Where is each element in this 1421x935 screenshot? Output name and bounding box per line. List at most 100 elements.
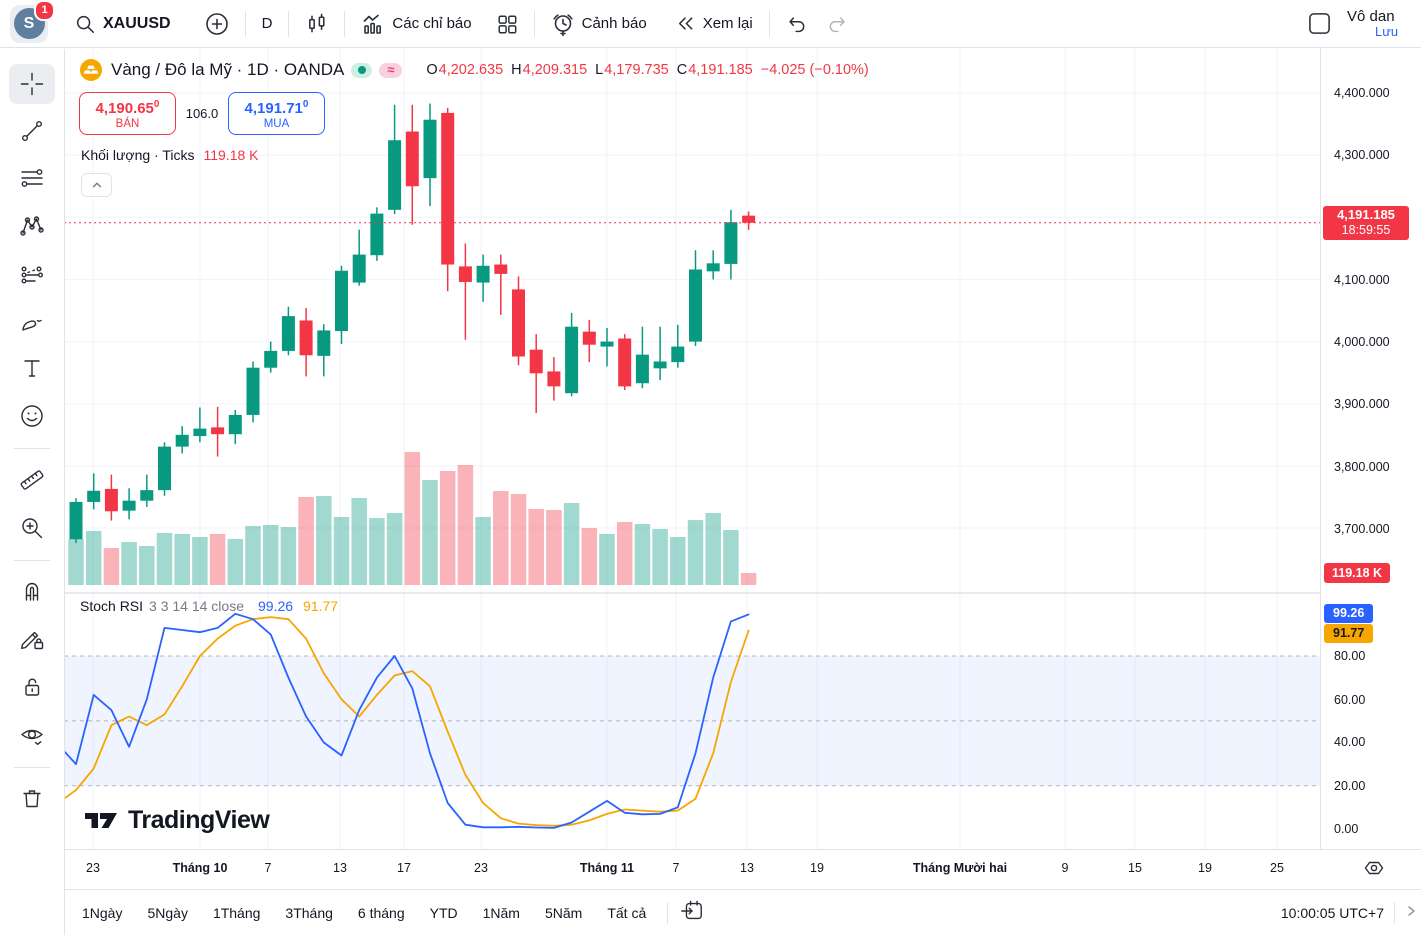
time-axis-label: 19 bbox=[1198, 861, 1212, 875]
screenshot-button[interactable] bbox=[1301, 7, 1338, 40]
alert-button[interactable]: Cảnh báo bbox=[545, 8, 653, 40]
symbol-search-button[interactable]: XAUUSD bbox=[68, 9, 177, 39]
time-axis-label: 17 bbox=[397, 861, 411, 875]
account-text: Vô dan Lưu bbox=[1347, 9, 1411, 39]
price-axis[interactable]: 4,191.185 18:59:55 119.18 K 99.26 91.77 … bbox=[1320, 48, 1421, 849]
time-axis-label: Tháng Mười hai bbox=[912, 861, 1008, 875]
price-axis-label: 4,000.000 bbox=[1334, 335, 1390, 349]
layout-grid-icon bbox=[498, 14, 517, 33]
tool-draw-lock[interactable] bbox=[9, 619, 55, 659]
close-value: 4,191.185 bbox=[688, 62, 753, 78]
redo-button[interactable] bbox=[820, 9, 854, 39]
compare-add-symbol-button[interactable] bbox=[199, 8, 235, 40]
time-axis[interactable]: 23 Tháng 10 7 13 17 23 Tháng 11 7 13 19 Tháng Mười… bbox=[64, 849, 1421, 890]
time-axis-label: Tháng 10 bbox=[172, 861, 228, 875]
tool-zoom-in[interactable] bbox=[9, 508, 55, 548]
go-to-date-button[interactable] bbox=[678, 897, 706, 928]
high-label: H bbox=[511, 62, 522, 78]
range-button-3tháng[interactable]: 3Tháng bbox=[279, 901, 338, 925]
collapse-legend-button[interactable] bbox=[81, 173, 112, 197]
time-axis-label: 15 bbox=[1128, 861, 1142, 875]
horizontal-lines-icon bbox=[21, 169, 43, 187]
range-button-ytd[interactable]: YTD bbox=[424, 901, 464, 925]
chart-style-button[interactable] bbox=[299, 8, 334, 39]
time-axis-label: 25 bbox=[1270, 861, 1284, 875]
save-button[interactable]: Lưu bbox=[1375, 23, 1399, 39]
axis-settings-button[interactable] bbox=[1357, 858, 1391, 881]
gear-hexagon-icon bbox=[1364, 861, 1384, 875]
toolbar-divider bbox=[244, 10, 246, 37]
tool-text-tool[interactable] bbox=[9, 348, 55, 388]
interval-label: D bbox=[261, 15, 273, 32]
tool-crosshair[interactable] bbox=[9, 64, 55, 104]
ruler-icon bbox=[20, 470, 44, 490]
trade-buttons: 4,190.650 BÁN 106.0 4,191.710 MUA bbox=[79, 92, 325, 135]
indicators-button[interactable]: Các chỉ báo bbox=[355, 8, 477, 40]
tool-lock-open[interactable] bbox=[9, 667, 55, 707]
watermark-text: TradingView bbox=[128, 806, 270, 834]
sell-price: 4,190.65 bbox=[95, 99, 154, 117]
rsi-name[interactable]: Stoch RSI bbox=[80, 598, 144, 614]
tool-magnet[interactable] bbox=[9, 571, 55, 611]
rsi-d-value: 91.77 bbox=[303, 598, 339, 614]
buy-button[interactable]: 4,191.710 MUA bbox=[228, 92, 325, 135]
tool-forecast[interactable] bbox=[9, 254, 55, 294]
time-axis-label: 23 bbox=[474, 861, 488, 875]
zoom-in-icon bbox=[22, 518, 43, 539]
market-status-pill[interactable] bbox=[351, 62, 373, 78]
candles-icon bbox=[309, 13, 325, 33]
range-button-5ngày[interactable]: 5Ngày bbox=[141, 901, 193, 925]
stoch-rsi-legend: Stoch RSI 3 3 14 14 close 99.26 91.77 bbox=[80, 598, 338, 614]
tool-trash[interactable] bbox=[9, 778, 55, 818]
rsi-k-badge: 99.26 bbox=[1324, 604, 1374, 623]
tool-brush[interactable] bbox=[9, 303, 55, 343]
tool-eye-hide[interactable] bbox=[9, 715, 55, 755]
expand-panel-button[interactable] bbox=[1405, 904, 1421, 921]
replay-rewind-icon bbox=[678, 17, 693, 30]
range-button-1năm[interactable]: 1Năm bbox=[477, 901, 526, 925]
redo-icon bbox=[829, 16, 845, 32]
price-axis-label: 80.00 bbox=[1334, 649, 1366, 663]
sidebar-divider bbox=[14, 767, 50, 768]
bottom-right-divider bbox=[1394, 901, 1395, 924]
toolbar-divider bbox=[288, 10, 290, 37]
close-label: C bbox=[676, 62, 688, 78]
chart-legend: Vàng / Đô la Mỹ · 1D · OANDA ≈ O 4,202.63… bbox=[80, 59, 869, 81]
price-axis-label: 4,100.000 bbox=[1334, 273, 1390, 287]
current-price-badge: 4,191.185 18:59:55 bbox=[1323, 206, 1409, 240]
range-button-1ngày[interactable]: 1Ngày bbox=[76, 901, 128, 925]
spread-value: 106.0 bbox=[185, 106, 219, 121]
interval-button[interactable]: D bbox=[256, 11, 279, 36]
indicators-icon bbox=[364, 14, 382, 34]
undo-button[interactable] bbox=[780, 9, 814, 39]
approx-price-pill[interactable]: ≈ bbox=[379, 62, 403, 78]
clock-timezone[interactable]: 10:00:05 UTC+7 bbox=[1280, 904, 1384, 921]
tool-emoji[interactable] bbox=[9, 396, 55, 436]
user-menu-button[interactable]: S 1 bbox=[10, 0, 55, 43]
main-chart[interactable] bbox=[64, 48, 1320, 849]
rsi-params: 3 3 14 14 close bbox=[149, 598, 244, 614]
sell-price-sup: 0 bbox=[153, 98, 160, 110]
range-button-5năm[interactable]: 5Năm bbox=[539, 901, 588, 925]
time-axis-label: 9 bbox=[1061, 861, 1069, 875]
tool-trend-line[interactable] bbox=[9, 111, 55, 151]
tool-ruler[interactable] bbox=[9, 460, 55, 500]
tool-xabcd-pattern[interactable] bbox=[9, 206, 55, 246]
time-axis-label: 19 bbox=[810, 861, 824, 875]
notification-badge: 1 bbox=[34, 0, 55, 21]
emoji-icon bbox=[21, 405, 43, 427]
sell-button[interactable]: 4,190.650 BÁN bbox=[79, 92, 176, 135]
tool-horizontal-lines[interactable] bbox=[9, 158, 55, 198]
range-button-6tháng[interactable]: 6 tháng bbox=[352, 901, 411, 925]
account-name[interactable]: Vô dan bbox=[1347, 8, 1395, 25]
low-value: 4,179.735 bbox=[604, 62, 669, 78]
range-button-1tháng[interactable]: 1Tháng bbox=[207, 901, 266, 925]
replay-button[interactable]: Xem lại bbox=[667, 8, 759, 39]
indicators-label: Các chỉ báo bbox=[392, 15, 472, 32]
symbol-title[interactable]: Vàng / Đô la Mỹ · 1D · OANDA bbox=[111, 60, 345, 79]
range-buttons: 1Ngày 5Ngày 1Tháng 3Tháng 6 tháng YTD 1Năm 5Năm… bbox=[76, 901, 665, 925]
range-button-tấtcả[interactable]: Tất cả bbox=[601, 901, 652, 925]
countdown-timer: 18:59:55 bbox=[1341, 223, 1391, 237]
replay-label: Xem lại bbox=[702, 15, 753, 32]
layout-grid-button[interactable] bbox=[490, 9, 524, 39]
